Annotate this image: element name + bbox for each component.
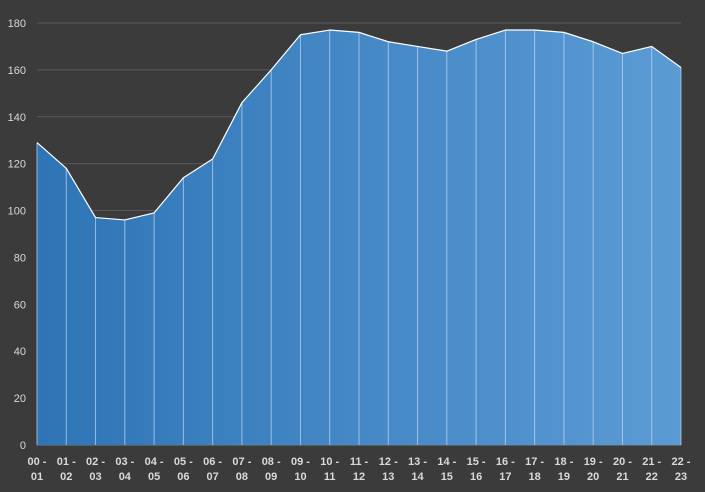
x-tick-label: 01 -02 (57, 456, 76, 483)
y-tick-label: 160 (8, 65, 26, 77)
y-tick-label: 40 (14, 346, 26, 358)
x-tick-label: 20 -21 (613, 456, 632, 483)
x-tick-label: 19 -20 (584, 456, 603, 483)
x-tick-label: 02 -03 (86, 456, 105, 483)
x-tick-label: 04 -05 (145, 456, 164, 483)
x-tick-label: 21 -22 (642, 456, 661, 483)
x-axis: 00 -01 01 -02 02 -03 03 -04 04 -05 05 -06 06 -… (28, 456, 691, 483)
y-tick-label: 120 (8, 159, 26, 171)
x-tick-label: 06 -07 (203, 456, 222, 483)
x-tick-label: 07 -08 (232, 456, 251, 483)
x-tick-label: 18 -19 (554, 456, 573, 483)
x-tick-label: 10 -11 (320, 456, 339, 483)
y-tick-label: 80 (14, 252, 26, 264)
x-tick-label: 17 -18 (525, 456, 544, 483)
x-tick-label: 00 -01 (28, 456, 47, 483)
series-outline (36, 29, 682, 221)
x-tick-label: 22 -23 (672, 456, 691, 483)
y-tick-label: 180 (8, 18, 26, 30)
x-tick-label: 13 -14 (408, 456, 427, 483)
y-tick-label: 100 (8, 206, 26, 218)
series-line (36, 29, 682, 221)
x-tick-label: 16 -17 (496, 456, 515, 483)
x-tick-label: 14 -15 (437, 456, 456, 483)
x-tick-label: 09 -10 (291, 456, 310, 483)
x-tick-label: 05 -06 (174, 456, 193, 483)
y-tick-label: 0 (20, 440, 26, 452)
x-tick-label: 03 -04 (115, 456, 134, 483)
x-tick-label: 15 -16 (467, 456, 486, 483)
x-tick-label: 08 -09 (262, 456, 281, 483)
y-tick-label: 60 (14, 299, 26, 311)
y-tick-label: 20 (14, 393, 26, 405)
x-tick-label: 11 -12 (350, 456, 369, 483)
category-dividers (36, 30, 682, 445)
y-axis: 0 20 40 60 80 100 120 140 160 180 (8, 18, 26, 452)
x-tick-label: 12 -13 (379, 456, 398, 483)
y-tick-label: 140 (8, 112, 26, 124)
